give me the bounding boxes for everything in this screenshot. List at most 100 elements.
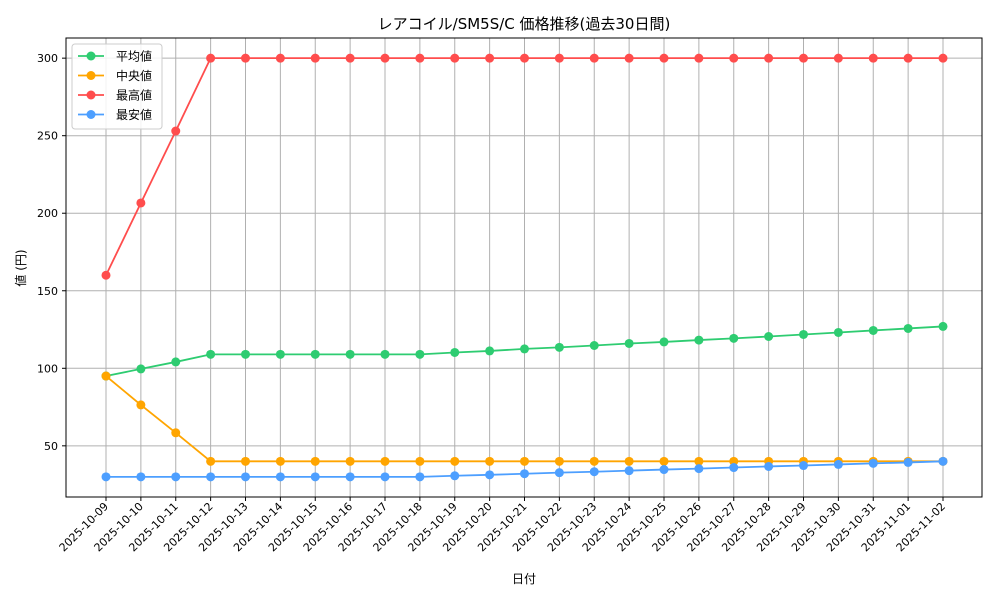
- y-tick-label: 300: [37, 52, 58, 65]
- data-point: [833, 53, 843, 63]
- data-point: [554, 342, 564, 352]
- data-point: [520, 344, 529, 354]
- data-point: [310, 349, 320, 359]
- series-0: [101, 321, 948, 381]
- data-point: [799, 329, 808, 339]
- data-point: [380, 349, 390, 359]
- data-point: [241, 456, 250, 466]
- x-axis-label: 日付: [512, 572, 536, 586]
- data-point: [450, 53, 460, 63]
- data-point: [589, 340, 599, 350]
- legend-label: 最安値: [116, 107, 152, 122]
- data-point: [868, 325, 878, 335]
- data-point: [275, 472, 285, 482]
- data-point: [450, 456, 460, 466]
- data-point: [345, 456, 355, 466]
- data-point: [938, 53, 948, 63]
- data-point: [764, 332, 774, 342]
- data-point: [101, 472, 111, 482]
- data-point: [136, 364, 146, 374]
- data-point: [171, 126, 181, 136]
- data-point: [833, 459, 843, 469]
- data-point: [694, 464, 704, 474]
- data-point: [136, 198, 146, 208]
- data-point: [275, 456, 285, 466]
- data-point: [659, 465, 669, 475]
- data-point: [415, 349, 425, 359]
- data-point: [694, 456, 704, 466]
- data-point: [101, 371, 111, 381]
- data-point: [520, 469, 529, 479]
- data-point: [136, 472, 146, 482]
- grid: [66, 38, 982, 497]
- data-point: [275, 349, 285, 359]
- data-point: [206, 53, 216, 63]
- legend-marker: [86, 90, 96, 100]
- data-point: [415, 472, 425, 482]
- y-tick-label: 250: [37, 130, 58, 143]
- data-point: [589, 467, 599, 477]
- data-point: [206, 472, 216, 482]
- legend-label: 中央値: [116, 68, 152, 83]
- data-point: [171, 428, 181, 438]
- data-point: [729, 456, 739, 466]
- data-point: [485, 53, 495, 63]
- data-point: [380, 53, 390, 63]
- data-point: [554, 456, 564, 466]
- data-point: [101, 270, 111, 280]
- data-point: [903, 53, 913, 63]
- data-point: [554, 468, 564, 478]
- data-point: [415, 53, 425, 63]
- chart-title: レアコイル/SM5S/C 価格推移(過去30日間): [378, 15, 671, 33]
- data-point: [764, 53, 774, 63]
- data-point: [485, 470, 495, 480]
- y-tick-label: 150: [37, 285, 58, 298]
- series-group: [101, 53, 948, 482]
- legend-label: 平均値: [116, 49, 152, 64]
- data-point: [171, 472, 181, 482]
- data-point: [241, 472, 250, 482]
- data-point: [310, 456, 320, 466]
- data-point: [729, 53, 739, 63]
- data-point: [868, 458, 878, 468]
- data-point: [659, 337, 669, 347]
- data-point: [764, 461, 774, 471]
- data-point: [694, 53, 704, 63]
- data-point: [241, 53, 250, 63]
- data-point: [520, 53, 529, 63]
- data-point: [450, 471, 460, 481]
- data-point: [624, 456, 634, 466]
- data-point: [659, 53, 669, 63]
- data-point: [206, 349, 216, 359]
- data-point: [554, 53, 564, 63]
- legend-label: 最高値: [116, 88, 152, 103]
- y-tick-label: 50: [44, 440, 58, 453]
- series-3: [101, 456, 948, 482]
- data-point: [345, 472, 355, 482]
- data-point: [345, 53, 355, 63]
- data-point: [659, 456, 669, 466]
- data-point: [485, 456, 495, 466]
- y-tick-label: 100: [37, 362, 58, 375]
- data-point: [729, 333, 739, 343]
- data-point: [520, 456, 529, 466]
- data-point: [589, 456, 599, 466]
- data-point: [136, 400, 146, 410]
- series-2: [101, 53, 948, 280]
- data-point: [799, 53, 808, 63]
- data-point: [729, 463, 739, 473]
- data-point: [938, 456, 948, 466]
- data-point: [485, 346, 495, 356]
- data-point: [241, 349, 250, 359]
- data-point: [450, 347, 460, 357]
- data-point: [833, 327, 843, 337]
- data-point: [938, 321, 948, 331]
- data-point: [694, 335, 704, 345]
- data-point: [380, 472, 390, 482]
- data-point: [624, 53, 634, 63]
- data-point: [310, 53, 320, 63]
- legend-marker: [86, 110, 96, 119]
- data-point: [799, 461, 808, 471]
